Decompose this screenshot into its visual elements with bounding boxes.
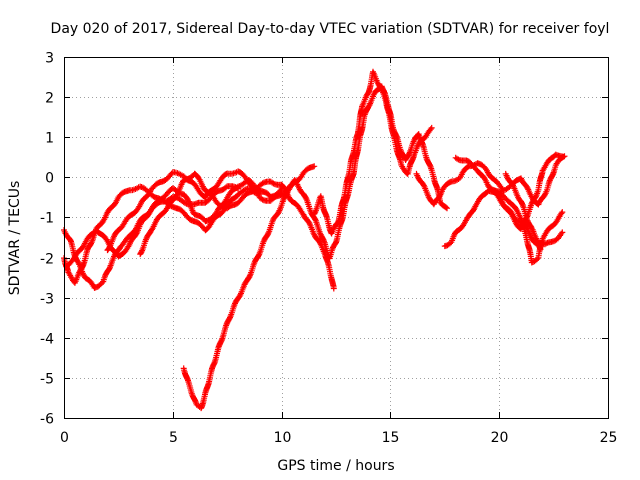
data-point (558, 210, 565, 217)
data-point (259, 180, 266, 187)
y-tick-label: 2 (45, 91, 54, 107)
y-tick-label: -6 (40, 412, 54, 428)
data-point (191, 201, 198, 208)
data-point (444, 205, 450, 212)
grid-lines (64, 57, 608, 418)
x-tick-label: 20 (491, 430, 509, 446)
data-point (443, 204, 449, 211)
x-axis-label: GPS time / hours (277, 458, 394, 474)
series-arc-5 (137, 170, 337, 292)
data-point (88, 240, 94, 247)
data-point (428, 124, 435, 131)
x-tick-label: 10 (274, 430, 292, 446)
data-point (311, 163, 318, 170)
data-point (168, 170, 175, 177)
series-arc-7 (311, 68, 435, 237)
plot-frame (64, 57, 609, 419)
y-tick-label: -4 (40, 332, 54, 348)
data-point (74, 258, 81, 265)
data-point (534, 256, 541, 263)
data-point (559, 229, 566, 236)
y-tick-label: 0 (45, 171, 54, 187)
y-tick-label: -2 (40, 252, 54, 268)
series-arc-9 (413, 153, 568, 208)
data-point (330, 285, 337, 292)
chart-title: Day 020 of 2017, Sidereal Day-to-day VTE… (51, 21, 610, 37)
data-point (427, 126, 434, 133)
y-tick-label: -1 (40, 211, 54, 227)
x-tick-label: 15 (382, 430, 400, 446)
series-arc-12 (502, 170, 566, 248)
x-tick-label: 0 (60, 430, 69, 446)
data-point (559, 153, 566, 160)
data-points (61, 68, 568, 412)
x-tick-label: 25 (600, 430, 618, 446)
data-point (302, 194, 309, 201)
y-tick-label: -5 (40, 372, 54, 388)
y-tick-label: -3 (40, 292, 54, 308)
y-axis-label: SDTVAR / TECUs (7, 181, 23, 296)
series-arc-6 (180, 83, 450, 412)
y-tick-label: 3 (45, 51, 54, 67)
data-point (559, 209, 566, 216)
axis-ticks: -6 -5 -4 -3 -2 -1 0 1 2 3 0 5 10 15 20 25 (40, 51, 617, 447)
y-tick-label: 1 (45, 131, 54, 147)
x-tick-label: 5 (169, 430, 178, 446)
